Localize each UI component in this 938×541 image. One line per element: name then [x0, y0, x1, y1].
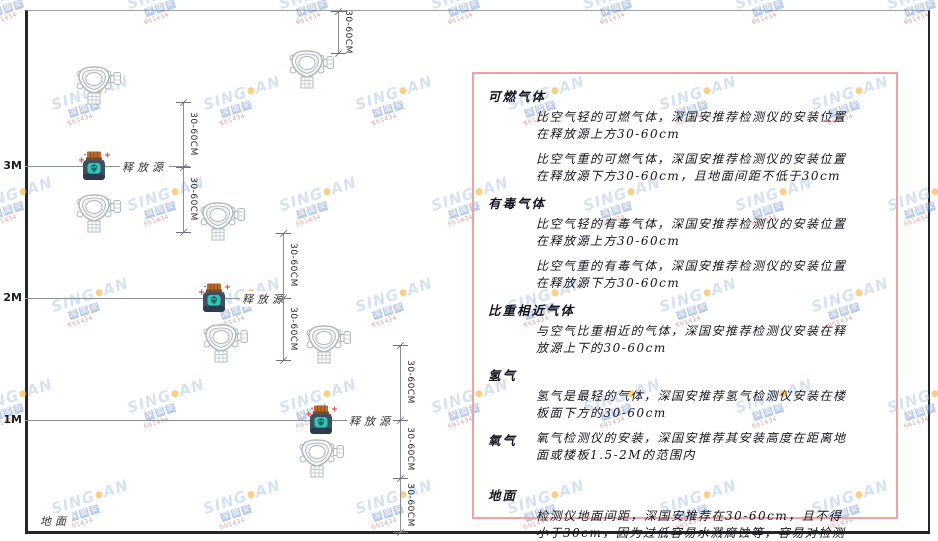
dimension-label: 30-60CM: [188, 177, 198, 221]
gas-detector-icon: [76, 194, 121, 233]
section-heading: 有毒气体: [488, 196, 547, 211]
release-source-icon: [79, 151, 110, 180]
gas-detector-icon: [203, 324, 248, 363]
panel-section: 可燃气体比空气轻的可燃气体，深国安推荐检测仪的安装位置在释放源上方30-60cm…: [488, 86, 882, 184]
dimension-label: 30-60CM: [288, 307, 298, 351]
ground-label: 地面: [38, 513, 72, 529]
meter-label: 1M: [3, 413, 22, 426]
section-heading: 比重相近气体: [488, 303, 576, 318]
dimension-label: 30-60CM: [405, 360, 415, 404]
gas-detector-icon: [299, 439, 344, 478]
dimension-label: 30-60CM: [405, 483, 415, 527]
section-paragraph: 与空气比重相近的气体，深国安推荐检测仪安装在释放源上下的30-60cm: [536, 324, 847, 355]
dimension-label: 30-60CM: [188, 112, 198, 156]
release-source-icon: [306, 405, 337, 434]
panel-section: 地面检测仪地面间距，深国安推荐在30-60cm，且不得小于30cm，因为过低容易…: [488, 485, 882, 541]
release-source-label: 释放源: [120, 158, 169, 175]
release-source-icon: [199, 283, 230, 312]
release-source: 释放源: [76, 151, 169, 182]
meter-line: [25, 166, 190, 167]
gas-detector-icon: [289, 50, 334, 89]
section-body: 氧气检测仪的安装，深国安推荐其安装高度在距离地面或楼板1.5-2M的范围内: [536, 430, 854, 472]
meter-line: [25, 420, 404, 421]
panel-section: 氧气 氧气检测仪的安装，深国安推荐其安装高度在距离地面或楼板1.5-2M的范围内: [488, 430, 882, 472]
panel-section: 比重相近气体与空气比重相近的气体，深国安推荐检测仪安装在释放源上下的30-60c…: [488, 300, 882, 356]
section-paragraph: 比空气轻的有毒气体，深国安推荐检测仪的安装位置在释放源上方30-60cm: [536, 217, 847, 248]
dimension-line: [400, 345, 401, 532]
meter-label: 3M: [3, 159, 22, 172]
gas-detector-icon: [200, 202, 245, 241]
installation-guide-panel: 可燃气体比空气轻的可燃气体，深国安推荐检测仪的安装位置在释放源上方30-60cm…: [472, 72, 898, 540]
section-heading: 可燃气体: [488, 89, 547, 104]
dimension-label: 30-60CM: [405, 427, 415, 471]
release-source-label: 释放源: [347, 412, 396, 429]
section-paragraph: 比空气轻的可燃气体，深国安推荐检测仪的安装位置在释放源上方30-60cm: [536, 110, 847, 141]
gas-detector-icon: [76, 66, 121, 105]
section-paragraph: 氢气是最轻的气体，深国安推荐氢气检测仪安装在楼板面下方的30-60cm: [536, 389, 847, 420]
dimension-line: [338, 11, 339, 53]
meter-line: [25, 298, 287, 299]
release-source: 释放源: [303, 405, 396, 436]
panel-section: 有毒气体比空气轻的有毒气体，深国安推荐检测仪的安装位置在释放源上方30-60cm…: [488, 193, 882, 291]
meter-label: 2M: [3, 291, 22, 304]
dimension-label: 30-60CM: [343, 10, 353, 54]
section-heading: 氧气: [488, 433, 518, 448]
section-heading: 地面: [488, 488, 518, 503]
section-paragraph: 氧气检测仪的安装，深国安推荐其安装高度在距离地面或楼板1.5-2M的范围内: [536, 431, 847, 462]
section-heading: 氢气: [488, 368, 518, 383]
section-paragraph: 检测仪地面间距，深国安推荐在30-60cm，且不得小于30cm，因为过低容易水溅…: [536, 509, 846, 540]
room-frame: [25, 10, 930, 534]
dimension-label: 30-60CM: [288, 243, 298, 287]
section-paragraph: 比空气重的有毒气体，深国安推荐检测仪的安装位置在释放源下方30-60cm: [536, 259, 847, 290]
panel-section: 氢气氢气是最轻的气体，深国安推荐氢气检测仪安装在楼板面下方的30-60cm: [488, 365, 882, 421]
gas-detector-icon: [306, 325, 351, 364]
section-paragraph: 比空气重的可燃气体，深国安推荐检测仪的安装位置在释放源下方30-60cm，且地面…: [536, 152, 847, 183]
